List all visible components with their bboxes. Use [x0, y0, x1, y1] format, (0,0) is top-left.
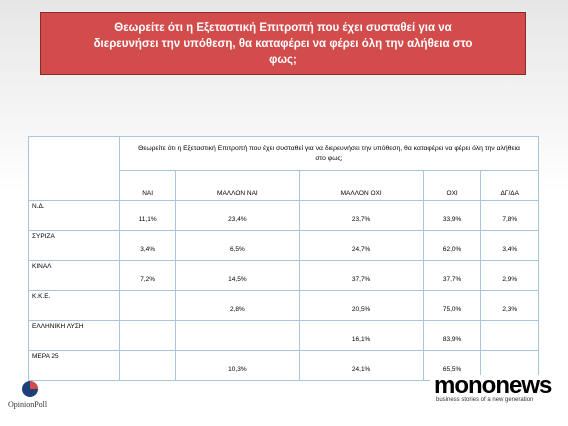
column-header: ΝΑΙ	[118, 170, 177, 201]
cell	[118, 290, 177, 321]
question-cell: Θεωρείτε ότι η Εξεταστική Επιτροπή που έ…	[119, 136, 539, 171]
cell: 2,3%	[480, 290, 539, 321]
cell	[118, 350, 177, 381]
cell: 3,4%	[118, 230, 177, 261]
cell: 10,3%	[175, 350, 300, 381]
cell: 23,4%	[175, 200, 300, 231]
column-header: ΟΧΙ	[422, 170, 482, 201]
cell: 20,5%	[298, 290, 424, 321]
opinionpoll-logo: OpinionPoll	[8, 380, 58, 409]
cell: 7,2%	[118, 260, 177, 291]
cell	[118, 320, 177, 351]
cell: 7,8%	[480, 200, 539, 231]
logo-slice	[30, 381, 38, 389]
logo-text: mononews	[434, 372, 552, 399]
data-row: Κ.Κ.Ε. 2,8% 20,5% 75,0% 2,3%	[28, 290, 539, 321]
row-label: ΣΥΡΙΖΑ	[28, 230, 120, 261]
corner-cell	[28, 136, 120, 201]
data-row: ΚΙΝΑΛ 7,2% 14,5% 37,7% 37,7% 2,9%	[28, 260, 539, 291]
cell: 3,4%	[480, 230, 539, 261]
cell: 83,9%	[422, 320, 482, 351]
column-header: ΔΓ/ΔΑ	[480, 170, 539, 201]
row-label: ΕΛΛΗΝΙΚΗ ΛΥΣΗ	[28, 320, 120, 351]
logo-text: OpinionPoll	[8, 400, 48, 409]
cell: 14,5%	[175, 260, 300, 291]
cell: 24,1%	[298, 350, 424, 381]
results-table: Θεωρείτε ότι η Εξεταστική Επιτροπή που έ…	[28, 136, 539, 381]
row-label: Κ.Κ.Ε.	[28, 290, 120, 321]
data-row: Ν.Δ. 11,1% 23,4% 23,7% 33,9% 7,8%	[28, 200, 539, 231]
cell: 16,1%	[298, 320, 424, 351]
cell: 33,9%	[422, 200, 482, 231]
cell: 6,5%	[175, 230, 300, 261]
cell: 24,7%	[298, 230, 424, 261]
cell	[175, 320, 300, 351]
row-label: Ν.Δ.	[28, 200, 120, 231]
cell: 2,8%	[175, 290, 300, 321]
column-header: ΜΑΛΛΟΝ ΟΧΙ	[298, 170, 424, 201]
title: Θεωρείτε ότι η Εξεταστική Επιτροπή που έ…	[93, 21, 473, 66]
data-row: ΕΛΛΗΝΙΚΗ ΛΥΣΗ 16,1% 83,9%	[28, 320, 539, 351]
title-banner: Θεωρείτε ότι η Εξεταστική Επιτροπή που έ…	[40, 12, 526, 75]
logo-icon	[22, 381, 38, 397]
logo-tagline: business stories of a new generation	[436, 397, 534, 403]
row-label: ΜΕΡΑ 25	[28, 350, 120, 381]
cell: 62,0%	[422, 230, 482, 261]
row-label: ΚΙΝΑΛ	[28, 260, 120, 291]
cell: 37,7%	[298, 260, 424, 291]
cell	[480, 320, 539, 351]
cell: 23,7%	[298, 200, 424, 231]
cell: 75,0%	[422, 290, 482, 321]
cell: 37,7%	[422, 260, 482, 291]
cell: 11,1%	[118, 200, 177, 231]
header-row: Θεωρείτε ότι η Εξεταστική Επιτροπή που έ…	[28, 136, 539, 201]
cell: 2,9%	[480, 260, 539, 291]
column-header: ΜΑΛΛΟΝ ΝΑΙ	[175, 170, 300, 201]
data-row: ΣΥΡΙΖΑ 3,4% 6,5% 24,7% 62,0% 3,4%	[28, 230, 539, 261]
mononews-logo: mononews business stories of a new gener…	[430, 372, 552, 405]
